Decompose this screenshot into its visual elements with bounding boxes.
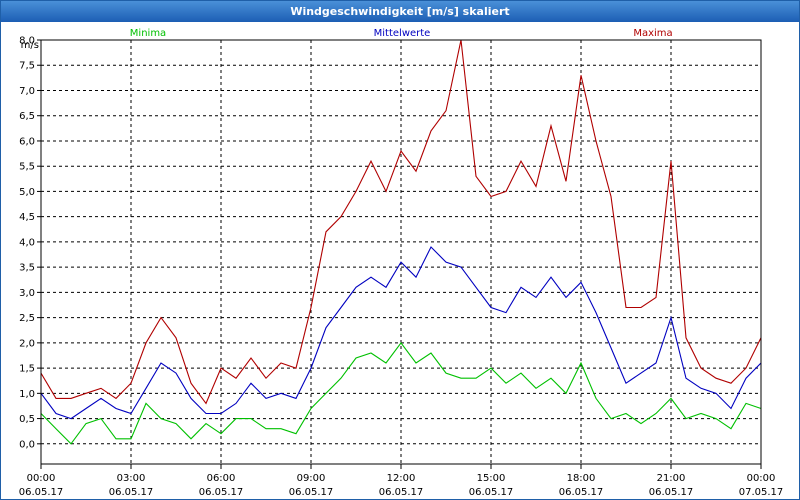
x-axis-ticks: 00:00 06.05.17 03:00 06.05.17 06:00 06.05.17 0… bbox=[19, 464, 784, 498]
y-tick-label: 2,5 bbox=[19, 313, 35, 324]
x-tick-date: 06.05.17 bbox=[649, 487, 694, 498]
x-tick-time: 15:00 bbox=[477, 473, 506, 484]
x-tick-date: 06.05.17 bbox=[289, 487, 334, 498]
x-tick-date: 06.05.17 bbox=[379, 487, 424, 498]
y-tick-label: 7,5 bbox=[19, 61, 35, 72]
series-line-mittelwerte bbox=[40, 246, 762, 420]
y-axis-unit: m/s bbox=[21, 40, 39, 51]
x-tick-time: 06:00 bbox=[207, 473, 236, 484]
y-tick-label: 5,5 bbox=[19, 162, 35, 173]
x-tick-date: 06.05.17 bbox=[469, 487, 514, 498]
x-tick-time: 03:00 bbox=[117, 473, 146, 484]
x-tick-date: 07.05.17 bbox=[739, 487, 784, 498]
x-tick-date: 06.05.17 bbox=[19, 487, 64, 498]
y-tick-label: 7,0 bbox=[19, 86, 35, 97]
x-tick-time: 00:00 bbox=[747, 473, 776, 484]
y-tick-label: 5,0 bbox=[19, 187, 35, 198]
y-tick-label: 0,0 bbox=[19, 439, 35, 450]
window-title: Windgeschwindigkeit [m/s] skaliert bbox=[1, 1, 799, 22]
x-tick-date: 06.05.17 bbox=[109, 487, 154, 498]
x-tick-time: 21:00 bbox=[657, 473, 686, 484]
y-tick-label: 3,5 bbox=[19, 263, 35, 274]
series-line-maxima bbox=[40, 39, 762, 405]
legend-maxima: Maxima bbox=[633, 28, 672, 39]
x-tick-date: 06.05.17 bbox=[559, 487, 604, 498]
y-tick-label: 3,0 bbox=[19, 288, 35, 299]
y-tick-label: 4,0 bbox=[19, 237, 35, 248]
x-tick-time: 18:00 bbox=[567, 473, 596, 484]
legend-mittelwerte: Mittelwerte bbox=[374, 28, 431, 39]
y-tick-label: 0,5 bbox=[19, 414, 35, 425]
series-line-minima bbox=[40, 341, 762, 445]
y-tick-label: 1,5 bbox=[19, 364, 35, 375]
x-tick-time: 12:00 bbox=[387, 473, 416, 484]
y-tick-label: 1,0 bbox=[19, 389, 35, 400]
grid bbox=[41, 39, 761, 464]
y-tick-label: 6,0 bbox=[19, 136, 35, 147]
x-tick-time: 00:00 bbox=[27, 473, 56, 484]
chart-svg: m/s Minima Mittelwerte Maxima 0,0 0,5 1,0 1,5… bbox=[19, 28, 784, 498]
y-tick-label: 6,5 bbox=[19, 111, 35, 122]
x-tick-time: 09:00 bbox=[297, 473, 326, 484]
y-tick-label: 8,0 bbox=[19, 36, 35, 47]
legend-minima: Minima bbox=[130, 28, 166, 39]
y-axis-ticks: 0,0 0,5 1,0 1,5 2,0 2,5 3,0 3,5 4,0 4,5 5,0 5,5 6,0 6… bbox=[19, 36, 41, 450]
plot-frame bbox=[40, 39, 762, 465]
y-tick-label: 4,5 bbox=[19, 212, 35, 223]
x-tick-date: 06.05.17 bbox=[199, 487, 244, 498]
legend: Minima Mittelwerte Maxima bbox=[130, 28, 673, 39]
y-tick-label: 2,0 bbox=[19, 338, 35, 349]
series-group bbox=[40, 39, 762, 445]
